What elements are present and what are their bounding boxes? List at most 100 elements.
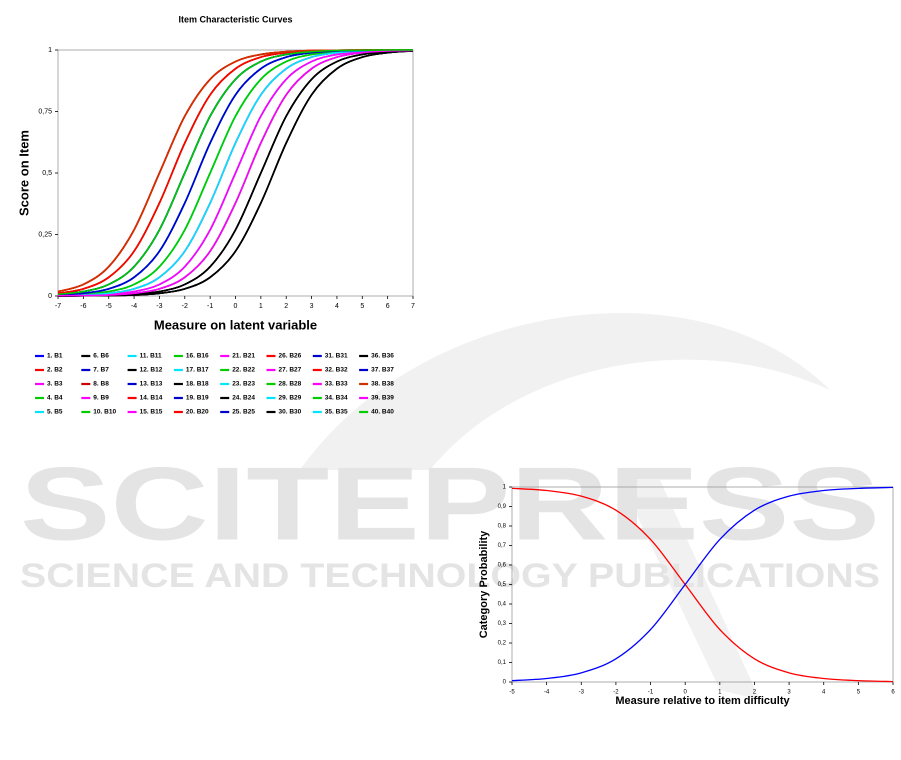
x-tick-label: 1 xyxy=(259,303,263,310)
curve xyxy=(57,49,414,297)
y-tick-label: 0,8 xyxy=(498,524,507,530)
legend-label: 39. B39 xyxy=(371,395,394,402)
legend-label: 20. B20 xyxy=(186,409,209,416)
curve xyxy=(57,49,413,293)
x-tick-label: 0 xyxy=(684,690,688,696)
legend-label: 16. B16 xyxy=(186,353,209,360)
x-tick-label: -6 xyxy=(80,303,86,310)
x-tick-label: -5 xyxy=(106,303,112,310)
y-axis-label: Score on Item xyxy=(16,130,31,216)
x-tick-label: 5 xyxy=(360,303,364,310)
legend-label: 29. B29 xyxy=(279,395,302,402)
y-tick-label: 1 xyxy=(503,485,507,491)
legend-label: 5. B5 xyxy=(47,409,63,416)
x-tick-label: -1 xyxy=(648,690,654,696)
x-tick-label: -2 xyxy=(613,690,619,696)
legend-label: 37. B37 xyxy=(371,367,394,374)
legend-label: 23. B23 xyxy=(232,381,255,388)
legend-label: 21. B21 xyxy=(232,353,255,360)
legend-label: 22. B22 xyxy=(232,367,255,374)
curve xyxy=(57,49,413,293)
legend-label: 40. B40 xyxy=(371,409,394,416)
x-tick-label: 4 xyxy=(335,303,339,310)
legend-label: 7. B7 xyxy=(93,367,109,374)
y-tick-label: 0,1 xyxy=(498,660,507,666)
y-tick-label: 0,9 xyxy=(498,504,507,510)
legend-label: 28. B28 xyxy=(279,381,302,388)
legend-label: 26. B26 xyxy=(279,353,302,360)
x-tick-label: -5 xyxy=(509,690,515,696)
legend-label: 31. B31 xyxy=(325,353,348,360)
y-tick-label: 0,7 xyxy=(498,543,507,549)
watermark-swoosh xyxy=(300,313,830,470)
curve xyxy=(57,49,414,296)
legend-label: 4. B4 xyxy=(47,395,63,402)
x-tick-label: 5 xyxy=(857,690,861,696)
x-tick-label: -4 xyxy=(544,690,550,696)
y-tick-label: 0,75 xyxy=(38,108,52,115)
y-tick-label: 0,6 xyxy=(498,563,507,569)
x-tick-label: -2 xyxy=(182,303,188,310)
legend-label: 14. B14 xyxy=(140,395,163,402)
legend-label: 33. B33 xyxy=(325,381,348,388)
watermark-subtitle: SCIENCE AND TECHNOLOGY PUBLICATIONS xyxy=(20,557,880,595)
x-axis-label: Measure relative to item difficulty xyxy=(615,695,790,707)
curve xyxy=(57,49,413,293)
legend-label: 19. B19 xyxy=(186,395,209,402)
legend-label: 10. B10 xyxy=(93,409,116,416)
x-tick-label: -3 xyxy=(579,690,585,696)
legend-label: 12. B12 xyxy=(140,367,163,374)
x-tick-label: 6 xyxy=(386,303,390,310)
legend-label: 35. B35 xyxy=(325,409,348,416)
legend-label: 2. B2 xyxy=(47,367,63,374)
y-axis-label: Category Probability xyxy=(478,530,490,638)
legend-label: 1. B1 xyxy=(47,353,63,360)
legend-label: 34. B34 xyxy=(325,395,348,402)
x-tick-label: 2 xyxy=(753,690,757,696)
y-tick-label: 0,2 xyxy=(498,641,507,647)
legend-label: 30. B30 xyxy=(279,409,302,416)
legend-label: 38. B38 xyxy=(371,381,394,388)
legend-label: 9. B9 xyxy=(93,395,109,402)
y-tick-label: 0 xyxy=(48,293,52,300)
legend-label: 24. B24 xyxy=(232,395,255,402)
x-tick-label: 1 xyxy=(718,690,722,696)
legend-label: 36. B36 xyxy=(371,353,394,360)
y-tick-label: 0,5 xyxy=(498,582,507,588)
curve xyxy=(511,486,894,682)
x-tick-label: 3 xyxy=(310,303,314,310)
legend-label: 11. B11 xyxy=(140,353,162,360)
legend-label: 15. B15 xyxy=(140,409,163,416)
y-tick-label: 1 xyxy=(48,47,52,54)
legend-label: 25. B25 xyxy=(232,409,255,416)
y-tick-label: 0,4 xyxy=(498,602,507,608)
y-tick-label: 0,3 xyxy=(498,621,507,627)
watermark-title: SCITEPRESS xyxy=(20,446,880,562)
curve xyxy=(57,49,414,297)
legend-label: 17. B17 xyxy=(186,367,209,374)
legend-label: 6. B6 xyxy=(93,353,109,360)
x-tick-label: 6 xyxy=(891,690,895,696)
x-tick-label: -3 xyxy=(156,303,162,310)
legend-label: 3. B3 xyxy=(47,381,63,388)
legend-label: 13. B13 xyxy=(140,381,163,388)
curve xyxy=(511,487,894,683)
x-tick-label: 7 xyxy=(411,303,415,310)
chart-title: Item Characteristic Curves xyxy=(178,14,292,24)
curve xyxy=(57,49,413,293)
x-axis-label: Measure on latent variable xyxy=(154,317,317,332)
x-tick-label: 4 xyxy=(822,690,826,696)
legend-label: 27. B27 xyxy=(279,367,302,374)
x-tick-label: 0 xyxy=(234,303,238,310)
y-tick-label: 0,25 xyxy=(38,231,52,238)
x-tick-label: -4 xyxy=(131,303,137,310)
y-tick-label: 0 xyxy=(503,680,507,686)
legend-label: 8. B8 xyxy=(93,381,109,388)
x-tick-label: 2 xyxy=(284,303,288,310)
legend-label: 32. B32 xyxy=(325,367,348,374)
x-tick-label: 3 xyxy=(787,690,791,696)
x-tick-label: -1 xyxy=(207,303,213,310)
x-tick-label: -7 xyxy=(55,303,61,310)
y-tick-label: 0,5 xyxy=(42,170,52,177)
